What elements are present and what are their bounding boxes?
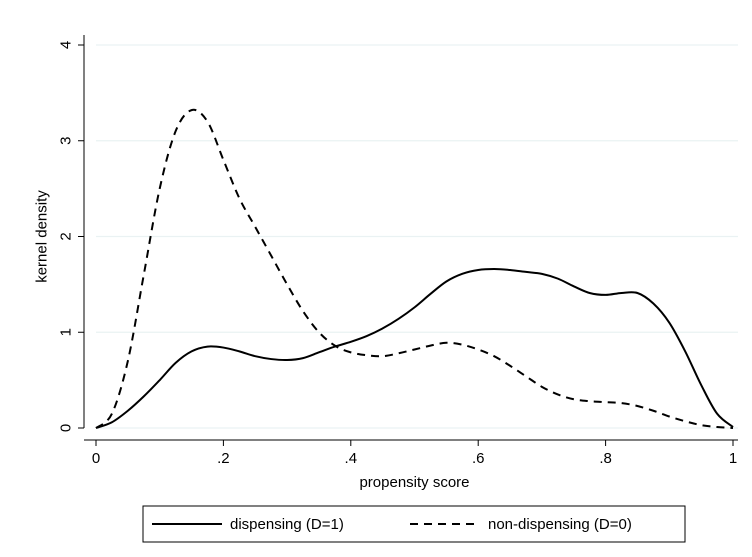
x-axis-title: propensity score: [359, 474, 469, 491]
x-tick-label: .2: [217, 450, 230, 467]
legend: dispensing (D=1) non-dispensing (D=0): [142, 505, 686, 543]
y-tick-label: 2: [58, 232, 75, 240]
series-line-non-dispensing: [95, 108, 734, 429]
legend-label: non-dispensing (D=0): [488, 516, 632, 533]
series-line-dispensing: [95, 268, 734, 429]
y-tick-label: 4: [58, 41, 75, 49]
y-tick-label: 0: [58, 424, 75, 432]
x-tick-label: .4: [345, 450, 358, 467]
gridlines: [96, 44, 738, 429]
x-tick-label: 0: [92, 450, 100, 467]
series-lines: [95, 108, 734, 429]
y-tick-label: 3: [58, 137, 75, 145]
x-tick-label: .8: [599, 450, 612, 467]
legend-label: dispensing (D=1): [230, 516, 344, 533]
x-tick-label: 1: [729, 450, 737, 467]
y-axis-title: kernel density: [34, 190, 51, 283]
x-tick-label: .6: [472, 450, 485, 467]
y-tick-label: 1: [58, 328, 75, 336]
axes: 0 1 2 3 4 0 .2 .4 .6 .8 1: [58, 35, 738, 467]
